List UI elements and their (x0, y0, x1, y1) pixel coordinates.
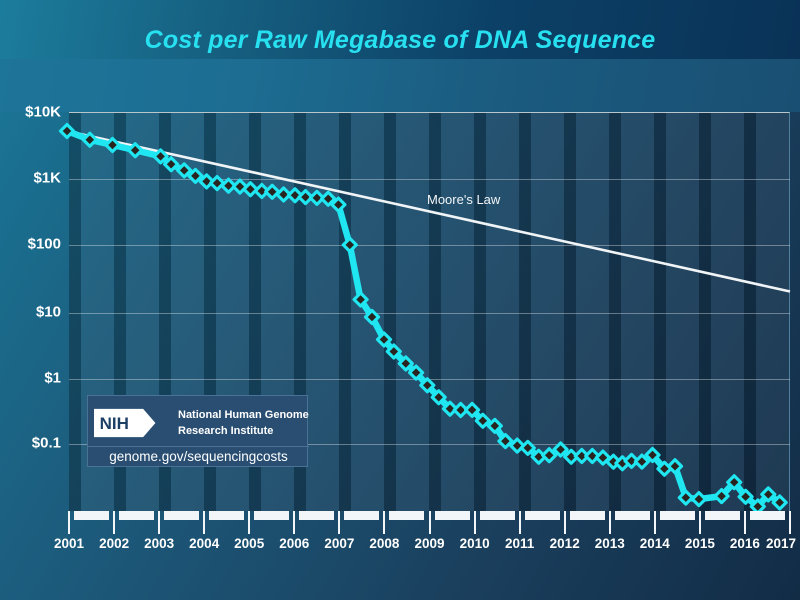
svg-text:NIH: NIH (100, 414, 129, 433)
